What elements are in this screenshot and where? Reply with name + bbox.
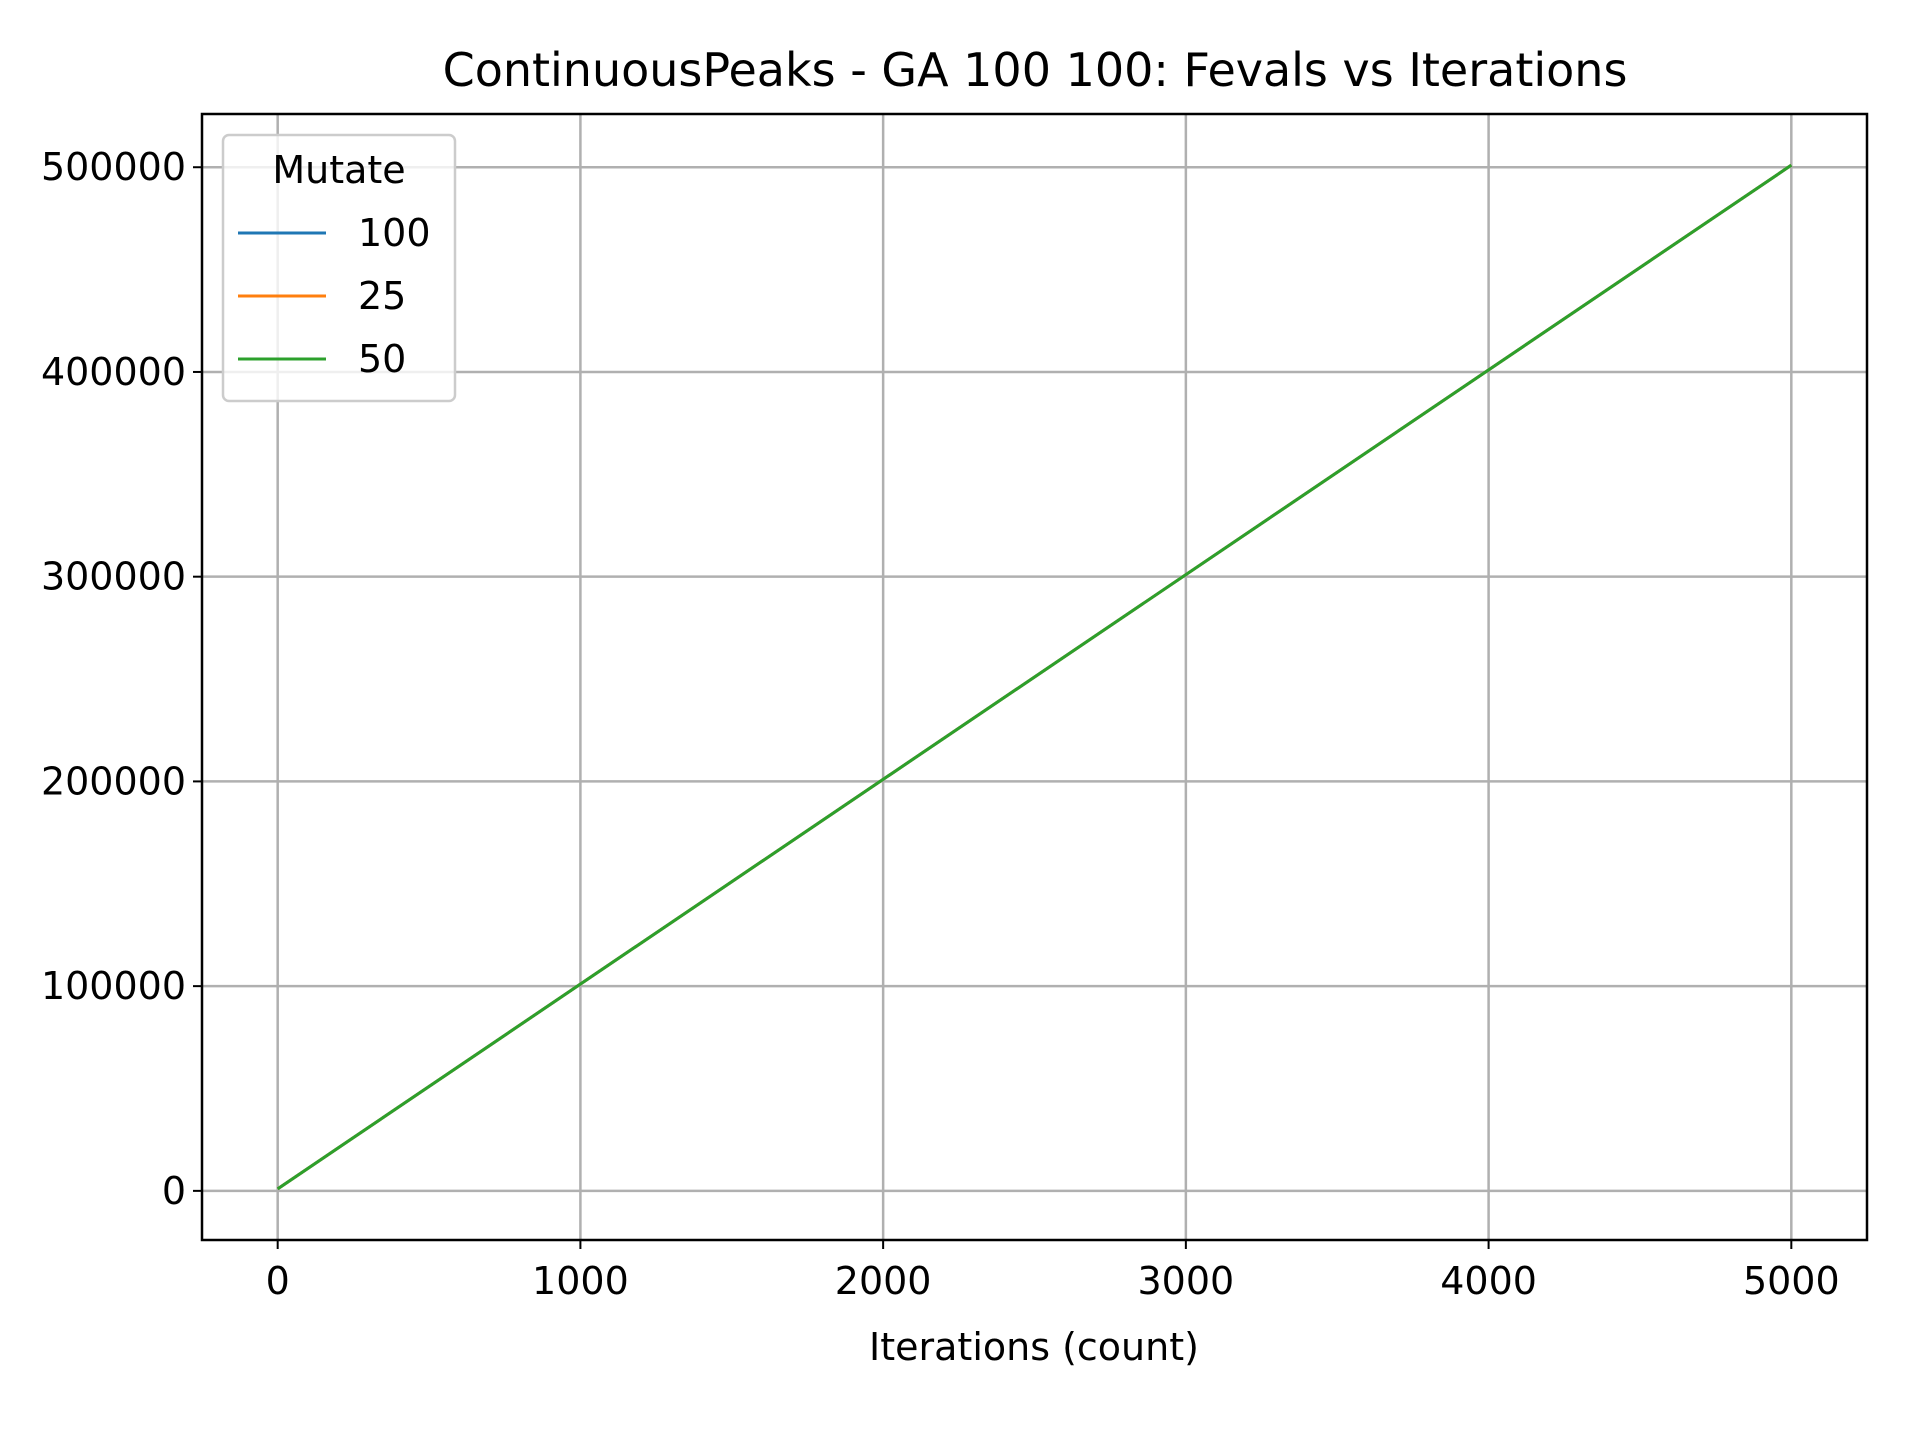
x-axis-label: Iterations (count)	[869, 1325, 1199, 1369]
y-tick-label: 200000	[41, 759, 186, 803]
y-tick-label: 0	[162, 1169, 186, 1213]
y-tick-label: 500000	[41, 145, 186, 189]
plot-frame	[200, 112, 1869, 1242]
y-tick-label: 400000	[41, 350, 186, 394]
chart-title: ContinuousPeaks - GA 100 100: Fevals vs …	[443, 43, 1628, 97]
grid	[202, 114, 1867, 1240]
legend-items: 100 25 50	[238, 211, 431, 381]
x-tick-label: 5000	[1743, 1259, 1840, 1303]
series-line-50	[276, 163, 1793, 1191]
x-tick-label: 3000	[1138, 1259, 1235, 1303]
legend-label-25: 25	[358, 274, 406, 318]
axis-ticks: 0 1000 2000 3000 4000 5000 0 100000 200000 300000…	[41, 145, 1840, 1303]
x-tick-label: 2000	[835, 1259, 932, 1303]
y-tick-label: 100000	[41, 964, 186, 1008]
x-tick-label: 0	[266, 1259, 290, 1303]
legend-label-100: 100	[358, 211, 431, 255]
legend-title: Mutate	[272, 148, 405, 192]
x-tick-label: 1000	[532, 1259, 629, 1303]
series-lines	[276, 163, 1793, 1191]
legend-box	[221, 133, 457, 403]
legend: Mutate 100 25 50	[221, 133, 457, 403]
x-tick-label: 4000	[1440, 1259, 1537, 1303]
legend-label-50: 50	[358, 337, 406, 381]
y-tick-label: 300000	[41, 555, 186, 599]
